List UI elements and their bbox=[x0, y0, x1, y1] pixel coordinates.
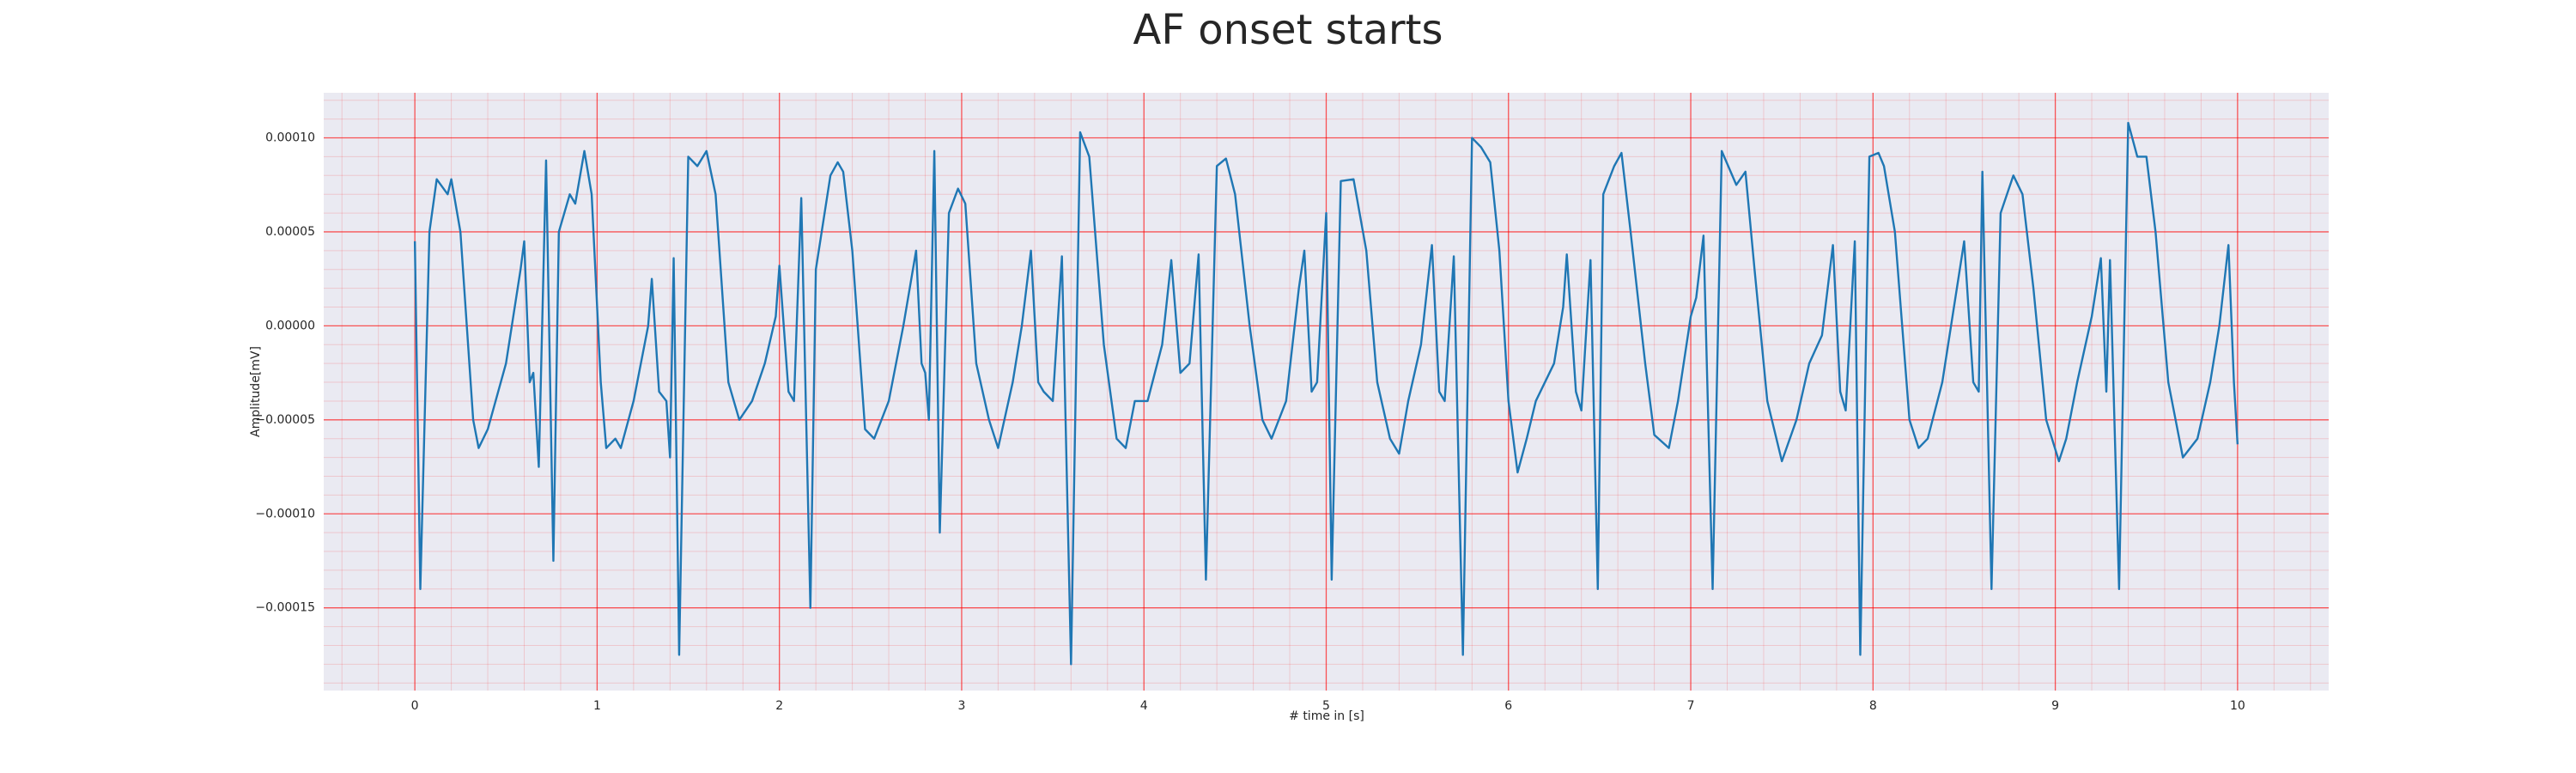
x-tick-label: 1 bbox=[593, 699, 601, 713]
x-tick-label: 10 bbox=[2230, 699, 2245, 713]
x-tick-label: 8 bbox=[1869, 699, 1877, 713]
y-tick-label: −0.00010 bbox=[255, 507, 315, 520]
y-tick-label: 0.00010 bbox=[265, 131, 315, 145]
y-tick-label: −0.00005 bbox=[255, 413, 315, 427]
y-axis-label: Amplitude[mV] bbox=[249, 346, 263, 437]
x-tick-label: 5 bbox=[1322, 699, 1330, 713]
x-tick-label: 2 bbox=[775, 699, 783, 713]
data-line bbox=[413, 121, 2239, 666]
y-tick-label: 0.00005 bbox=[265, 225, 315, 239]
x-tick-label: 6 bbox=[1504, 699, 1512, 713]
x-tick-label: 9 bbox=[2051, 699, 2059, 713]
chart-title: AF onset starts bbox=[1133, 6, 1443, 54]
y-tick-label: −0.00015 bbox=[255, 601, 315, 615]
x-axis-label: # time in [s] bbox=[1289, 709, 1364, 723]
x-tick-label: 3 bbox=[957, 699, 965, 713]
x-tick-label: 7 bbox=[1687, 699, 1695, 713]
y-tick-label: 0.00000 bbox=[265, 319, 315, 332]
x-tick-label: 0 bbox=[411, 699, 419, 713]
x-tick-label: 4 bbox=[1140, 699, 1148, 713]
